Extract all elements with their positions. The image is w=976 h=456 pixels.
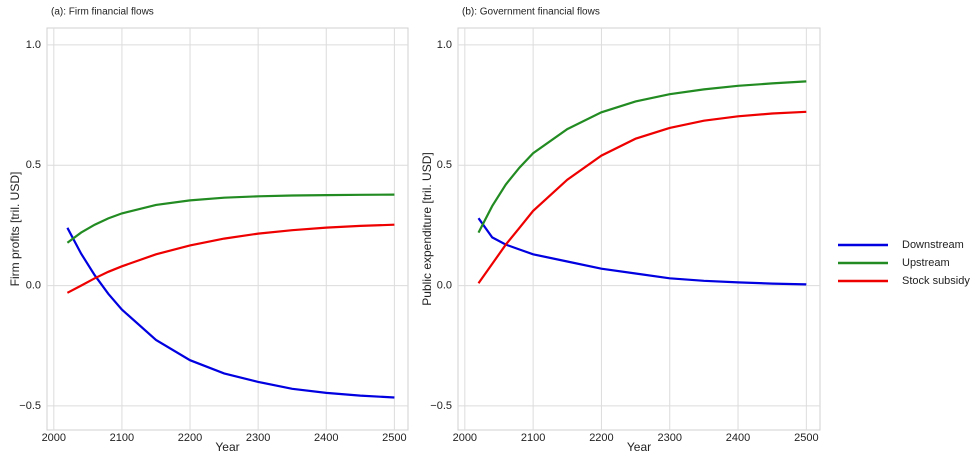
y-tick-label: −0.5 [19, 400, 41, 412]
data-line [477, 110, 807, 284]
legend-label: Upstream [902, 257, 950, 269]
plot-frame [46, 27, 409, 431]
legend-label: Stock subsidy [902, 275, 970, 287]
x-tick-label: 2500 [382, 432, 406, 444]
x-tick-label: 2400 [726, 432, 750, 444]
x-tick-label: 2100 [110, 432, 134, 444]
y-axis-label: Public expenditure [tril. USD] [420, 152, 434, 305]
x-tick-label: 2200 [178, 432, 202, 444]
y-tick-label: 1.0 [437, 39, 452, 51]
y-axis-label: Firm profits [tril. USD] [8, 172, 22, 287]
x-tick-label: 2400 [314, 432, 338, 444]
y-tick-label: 0.0 [26, 279, 41, 291]
legend-label: Downstream [902, 239, 964, 251]
data-line [66, 193, 395, 244]
y-tick-label: 0.5 [437, 159, 452, 171]
x-axis-label: Year [215, 440, 239, 454]
x-tick-label: 2300 [657, 432, 681, 444]
data-line [477, 80, 807, 234]
x-tick-label: 2300 [246, 432, 270, 444]
y-tick-label: −0.5 [430, 400, 452, 412]
x-tick-label: 2200 [589, 432, 613, 444]
y-tick-label: 0.5 [26, 159, 41, 171]
x-tick-label: 2500 [794, 432, 818, 444]
x-tick-label: 2100 [521, 432, 545, 444]
data-line [477, 217, 807, 286]
x-tick-label: 2000 [42, 432, 66, 444]
x-axis-label: Year [627, 440, 651, 454]
plot-frame [457, 27, 821, 431]
x-tick-label: 2000 [453, 432, 477, 444]
data-line [66, 227, 395, 399]
data-line [66, 223, 395, 294]
y-tick-label: 1.0 [26, 39, 41, 51]
chart-title: (b): Government financial flows [462, 7, 600, 18]
chart-title: (a): Firm financial flows [51, 7, 154, 18]
y-tick-label: 0.0 [437, 279, 452, 291]
